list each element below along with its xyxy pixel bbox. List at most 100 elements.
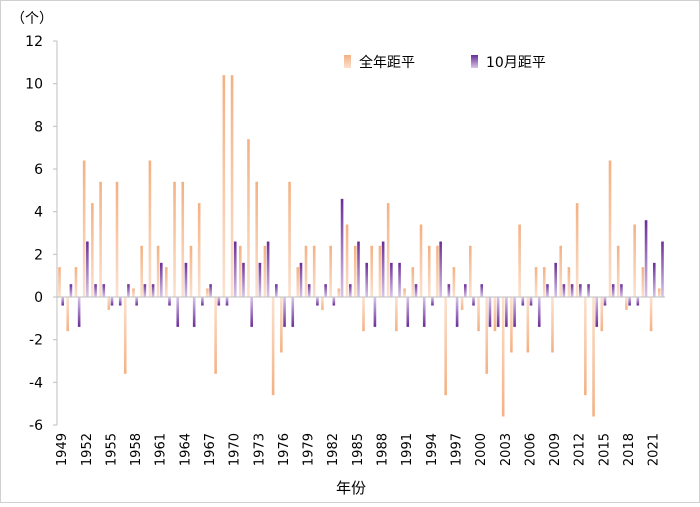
bar-october-2008 (546, 284, 549, 297)
bar-annual-1960 (148, 160, 152, 297)
bar-october-2000 (480, 284, 484, 297)
bar-annual-1984 (345, 224, 349, 297)
x-tick-label: 1967 (203, 433, 218, 466)
bar-october-1963 (176, 297, 180, 327)
bar-annual-1992 (411, 267, 415, 297)
bar-annual-1971 (238, 245, 242, 297)
bar-october-1996 (447, 284, 451, 297)
bar-october-1982 (332, 297, 336, 306)
y-tick-label: 4 (34, 205, 43, 221)
x-tick-label: 1979 (302, 433, 317, 466)
bar-annual-2004 (510, 297, 513, 353)
bar-annual-1990 (395, 297, 398, 332)
bar-october-1970 (233, 241, 237, 297)
bar-october-1990 (398, 262, 401, 297)
bar-annual-1978 (296, 267, 300, 297)
x-tick-label: 2012 (573, 433, 588, 466)
bar-annual-1964 (181, 181, 185, 297)
x-tick-label: 1964 (178, 433, 193, 466)
bar-october-1989 (390, 262, 393, 297)
bar-october-1976 (283, 297, 286, 327)
y-tick-label: -2 (29, 333, 43, 349)
bar-annual-1950 (66, 297, 70, 332)
bar-annual-2013 (584, 297, 587, 396)
bar-october-2010 (562, 284, 566, 297)
bar-annual-1988 (378, 245, 382, 297)
x-tick-label: 1994 (425, 433, 440, 466)
x-axis-title: 年份 (336, 479, 366, 497)
y-tick-label: 8 (34, 119, 43, 135)
bar-annual-2006 (526, 297, 530, 353)
bar-october-2009 (554, 262, 557, 297)
y-tick-label: 0 (34, 290, 43, 306)
bar-october-1957 (127, 284, 130, 297)
bar-annual-1997 (452, 267, 456, 297)
bar-annual-2003 (501, 297, 505, 417)
bar-annual-2011 (567, 267, 571, 297)
bar-october-1983 (340, 198, 344, 297)
bar-october-1960 (151, 284, 155, 297)
bar-annual-1995 (436, 245, 439, 297)
x-tick-label: 1997 (449, 433, 464, 466)
bar-annual-2017 (616, 245, 620, 297)
bar-annual-1979 (304, 245, 308, 297)
bar-annual-1977 (288, 181, 291, 297)
x-tick-label: 1958 (129, 433, 144, 466)
bar-annual-1986 (362, 297, 365, 332)
bar-october-1980 (316, 297, 319, 306)
x-tick-label: 2009 (548, 433, 563, 466)
y-tick-label: -6 (29, 418, 43, 434)
bar-october-2007 (537, 297, 541, 327)
bar-october-1953 (94, 284, 97, 297)
bar-annual-1999 (469, 245, 472, 297)
bar-annual-1958 (132, 288, 135, 297)
bar-october-2022 (661, 241, 664, 297)
bar-october-2019 (636, 297, 640, 306)
x-tick-label: 1991 (400, 433, 415, 466)
bar-october-1961 (160, 262, 163, 297)
legend-label-annual: 全年距平 (359, 54, 415, 71)
bar-october-1959 (143, 284, 147, 297)
bar-october-1949 (61, 297, 65, 306)
x-tick-label: 2003 (499, 433, 514, 466)
bar-annual-2010 (559, 245, 562, 297)
legend: 全年距平 10月距平 (344, 54, 546, 71)
bar-october-1972 (250, 297, 253, 327)
bar-annual-2012 (575, 203, 579, 297)
bar-annual-1982 (329, 245, 332, 297)
y-axis: -6 -4 -2 0 2 4 6 8 10 12 (25, 34, 58, 434)
bar-annual-2001 (485, 297, 489, 374)
bar-annual-1967 (206, 288, 209, 297)
bar-october-1986 (365, 262, 369, 297)
bar-october-1977 (291, 297, 295, 327)
bar-annual-2020 (641, 267, 645, 297)
bar-october-1955 (110, 297, 114, 306)
x-tick-label: 1949 (55, 433, 70, 466)
bar-annual-1994 (427, 245, 431, 297)
bar-annual-1963 (173, 181, 176, 297)
bar-october-2001 (488, 297, 492, 327)
bar-october-1999 (472, 297, 475, 306)
unit-label: （个） (11, 11, 53, 27)
bar-october-1956 (118, 297, 122, 306)
bar-annual-1976 (280, 297, 283, 353)
bar-october-1992 (414, 284, 418, 297)
legend-swatch-annual (344, 55, 351, 68)
legend-swatch-october (471, 55, 478, 68)
bar-annual-2016 (608, 160, 612, 297)
bar-october-1952 (86, 241, 89, 297)
bar-annual-1996 (444, 297, 447, 396)
bar-annual-2021 (649, 297, 653, 332)
bar-annual-1968 (214, 297, 217, 374)
bar-october-2014 (595, 297, 599, 327)
bar-annual-1969 (222, 75, 226, 297)
x-tick-label: 1973 (252, 433, 267, 466)
bar-october-2005 (521, 297, 525, 306)
bar-annual-1993 (419, 224, 423, 297)
bar-october-2017 (620, 284, 623, 297)
y-tick-label: 6 (34, 162, 43, 178)
bar-october-1950 (69, 284, 73, 297)
x-tick-label: 1961 (154, 433, 169, 466)
bar-october-2015 (603, 297, 607, 306)
